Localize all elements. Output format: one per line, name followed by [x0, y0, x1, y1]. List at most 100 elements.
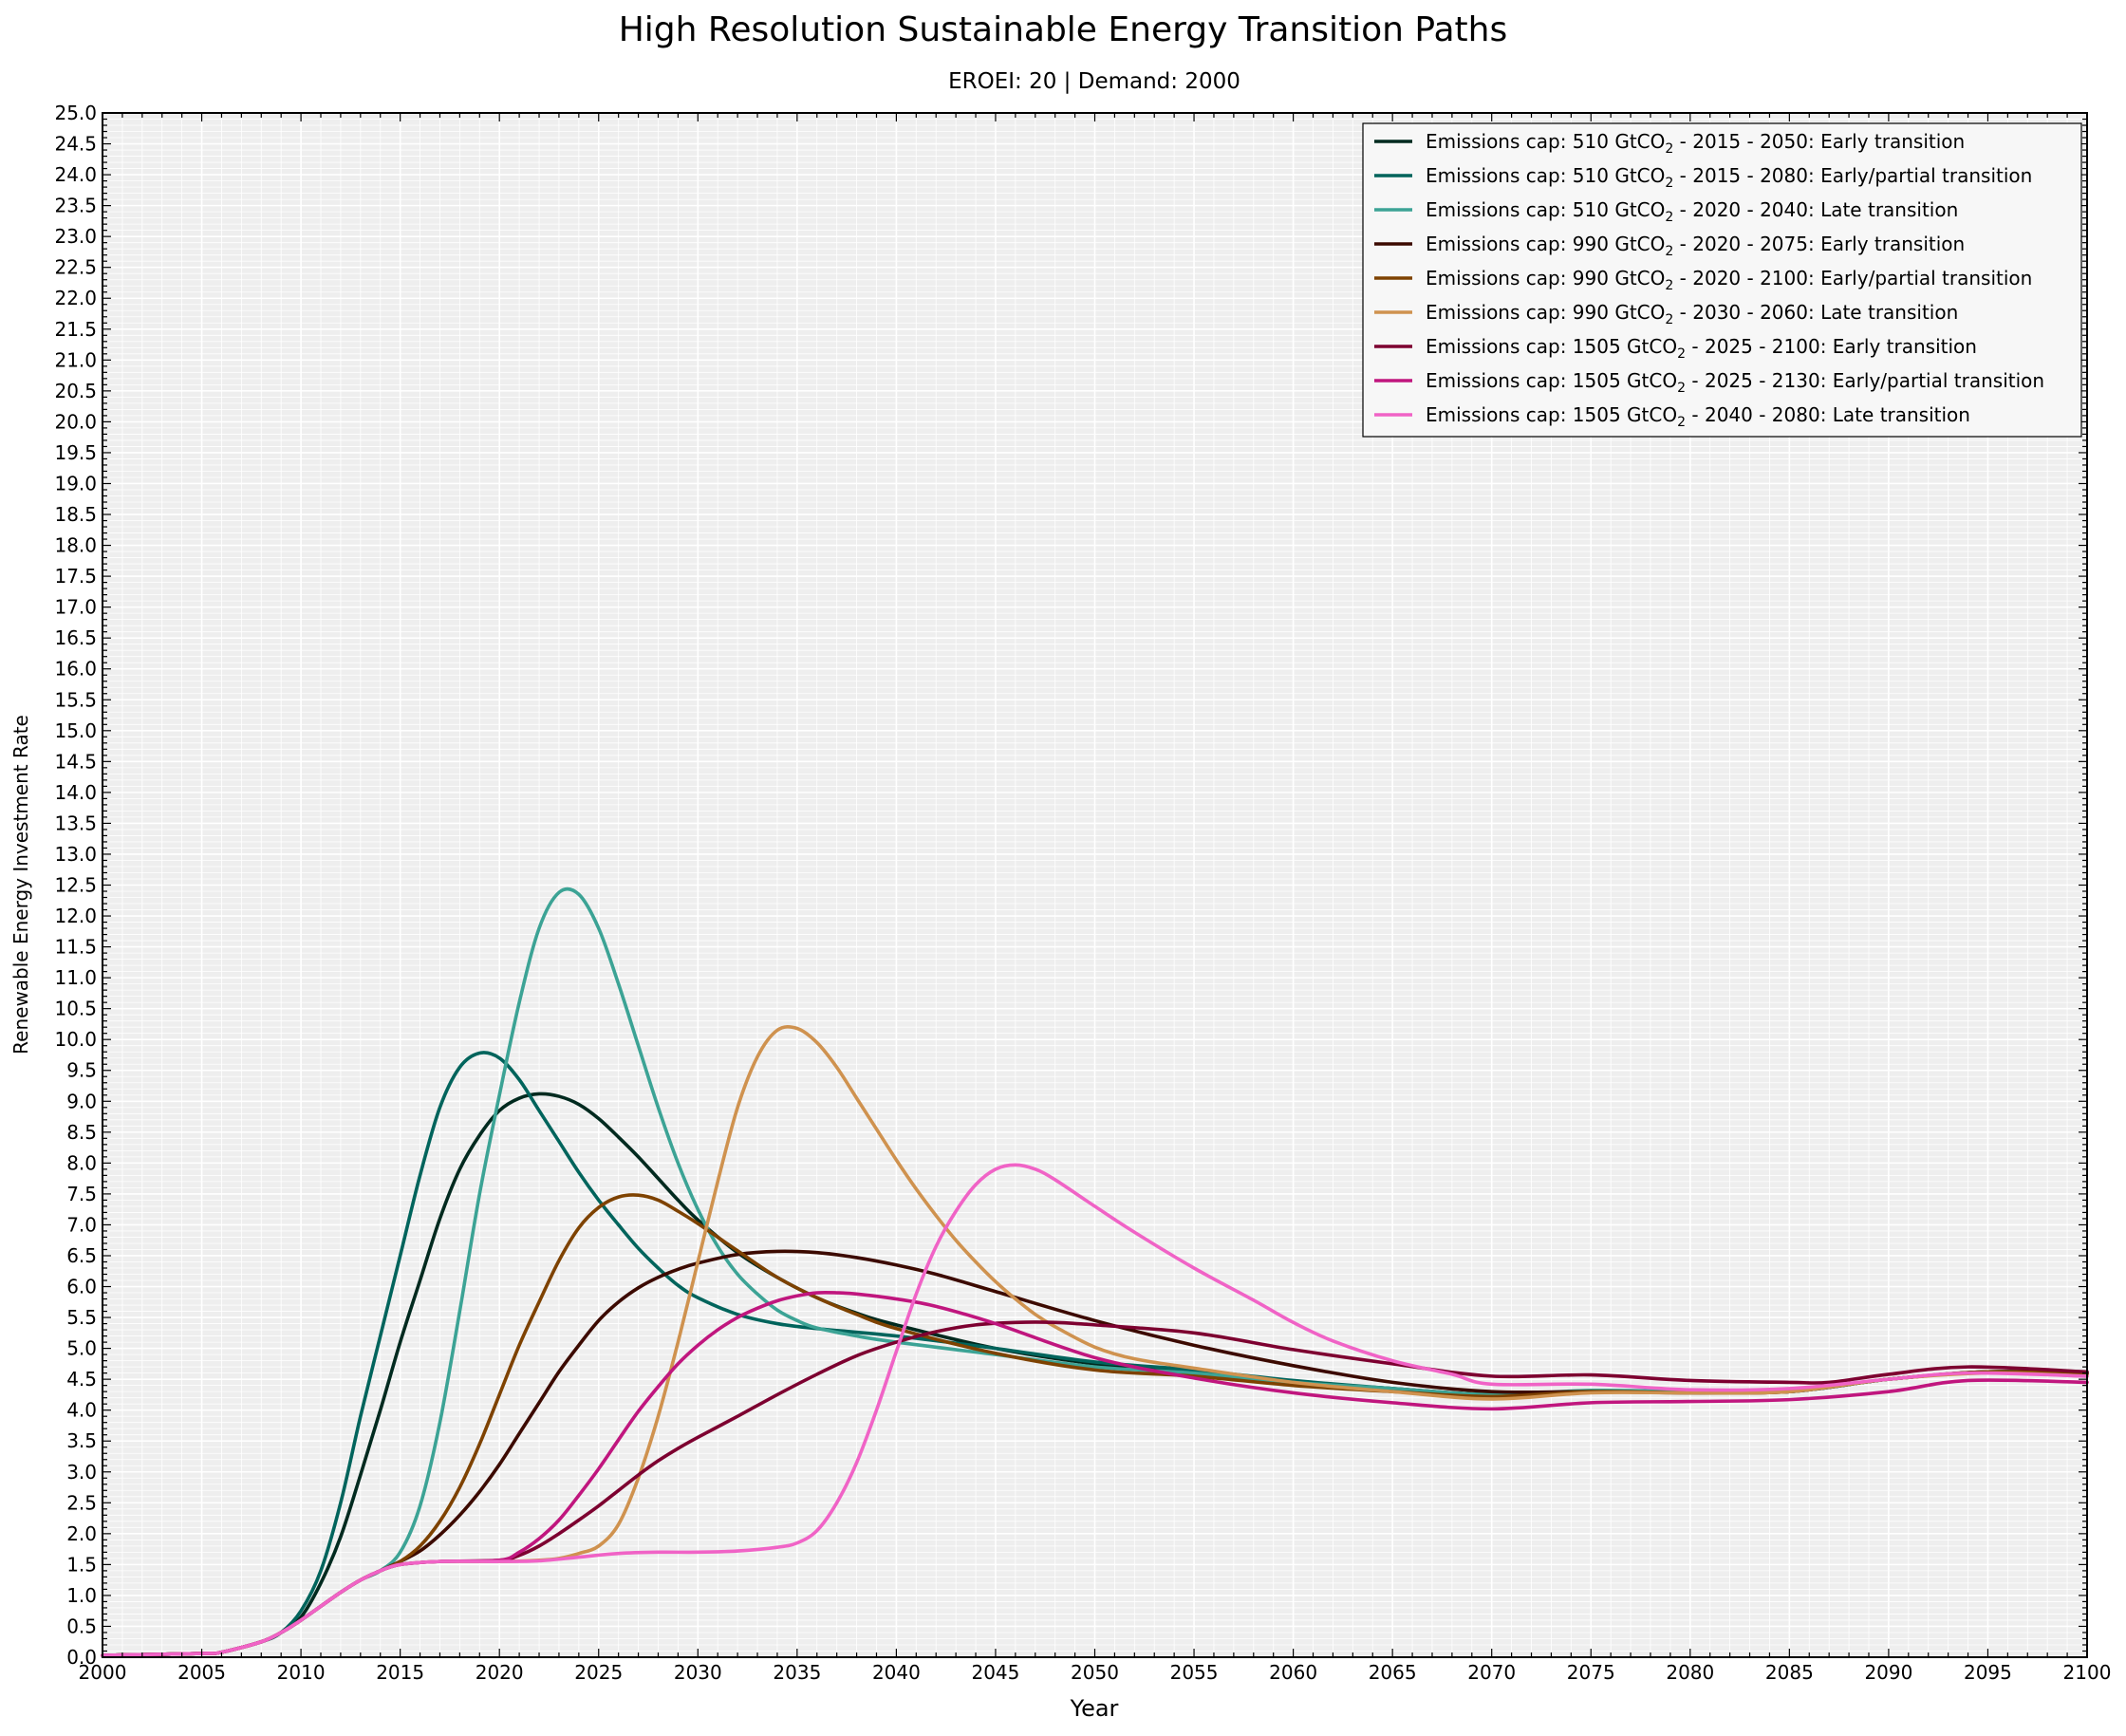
- y-tick-label: 22.5: [54, 256, 97, 279]
- y-tick-label: 11.0: [54, 966, 97, 989]
- y-tick-label: 5.5: [66, 1306, 97, 1329]
- legend-label: Emissions cap: 510 GtCO2 - 2015 - 2080: …: [1426, 164, 2032, 191]
- y-tick-label: 8.5: [66, 1121, 97, 1144]
- y-tick-label: 2.0: [66, 1522, 97, 1545]
- x-tick-label: 2000: [79, 1661, 127, 1684]
- legend-label: Emissions cap: 510 GtCO2 - 2015 - 2050: …: [1426, 130, 1965, 157]
- x-tick-label: 2095: [1964, 1661, 2012, 1684]
- series-line-9: [101, 1163, 2089, 1657]
- y-tick-label: 13.5: [54, 812, 97, 834]
- y-axis-label: Renewable Energy Investment Rate: [9, 715, 32, 1055]
- legend-item-8: Emissions cap: 1505 GtCO2 - 2025 - 2130:…: [1374, 369, 2044, 396]
- x-tick-label: 2070: [1467, 1661, 1516, 1684]
- chart-title: High Resolution Sustainable Energy Trans…: [619, 10, 1508, 49]
- legend-label: Emissions cap: 510 GtCO2 - 2020 - 2040: …: [1426, 198, 1958, 225]
- y-tick-label: 10.0: [54, 1028, 97, 1051]
- x-tick-label: 2055: [1170, 1661, 1219, 1684]
- y-tick-label: 16.5: [54, 626, 97, 649]
- y-tick-label: 2.5: [66, 1491, 97, 1514]
- y-tick-label: 25.0: [54, 102, 97, 124]
- x-tick-label: 2065: [1369, 1661, 1417, 1684]
- y-tick-label: 9.5: [66, 1059, 97, 1082]
- legend-label: Emissions cap: 990 GtCO2 - 2020 - 2075: …: [1426, 233, 1965, 259]
- legend-item-9: Emissions cap: 1505 GtCO2 - 2040 - 2080:…: [1374, 403, 1970, 430]
- y-tick-label: 7.5: [66, 1183, 97, 1205]
- x-tick-label: 2045: [971, 1661, 1019, 1684]
- y-tick-label: 11.5: [54, 936, 97, 959]
- y-tick-label: 16.0: [54, 658, 97, 681]
- x-tick-label: 2075: [1567, 1661, 1615, 1684]
- y-tick-label: 13.0: [54, 843, 97, 866]
- y-tick-label: 6.0: [66, 1276, 97, 1298]
- y-tick-label: 0.0: [66, 1646, 97, 1669]
- legend-label: Emissions cap: 990 GtCO2 - 2030 - 2060: …: [1426, 301, 1958, 327]
- chart-subtitle: EROEI: 20 | Demand: 2000: [948, 69, 1240, 94]
- y-tick-label: 12.0: [54, 905, 97, 927]
- legend-item-2: Emissions cap: 510 GtCO2 - 2015 - 2080: …: [1374, 164, 2032, 191]
- x-tick-label: 2090: [1864, 1661, 1912, 1684]
- y-tick-label: 22.0: [54, 287, 97, 309]
- x-tick-label: 2020: [476, 1661, 524, 1684]
- y-tick-label: 8.0: [66, 1151, 97, 1174]
- axis-ticks: 2000 2005 2010 2015 2020 2025 2030 2035 2040 2045…: [54, 102, 2111, 1684]
- legend-label: Emissions cap: 1505 GtCO2 - 2040 - 2080:…: [1426, 403, 1970, 430]
- y-tick-label: 17.5: [54, 565, 97, 588]
- y-tick-label: 5.0: [66, 1337, 97, 1360]
- x-tick-label: 2060: [1269, 1661, 1317, 1684]
- y-tick-label: 4.0: [66, 1399, 97, 1422]
- x-tick-label: 2025: [574, 1661, 623, 1684]
- y-tick-label: 0.5: [66, 1615, 97, 1637]
- legend-item-4: Emissions cap: 990 GtCO2 - 2020 - 2075: …: [1374, 233, 1965, 259]
- y-tick-label: 18.0: [54, 534, 97, 557]
- y-tick-label: 1.5: [66, 1553, 97, 1576]
- y-tick-label: 23.0: [54, 225, 97, 248]
- y-tick-label: 20.5: [54, 380, 97, 402]
- legend-box: [1362, 122, 2082, 438]
- x-tick-label: 2100: [2063, 1661, 2112, 1684]
- y-tick-label: 15.5: [54, 688, 97, 711]
- y-tick-label: 17.0: [54, 596, 97, 619]
- x-tick-label: 2030: [674, 1661, 722, 1684]
- y-tick-label: 14.5: [54, 750, 97, 773]
- legend-label: Emissions cap: 990 GtCO2 - 2020 - 2100: …: [1426, 267, 2032, 293]
- x-tick-label: 2050: [1071, 1661, 1119, 1684]
- y-tick-label: 15.0: [54, 719, 97, 742]
- y-tick-label: 3.0: [66, 1461, 97, 1484]
- y-tick-label: 21.0: [54, 348, 97, 371]
- legend-item-1: Emissions cap: 510 GtCO2 - 2015 - 2050: …: [1374, 130, 1965, 157]
- x-axis-label: Year: [1070, 1695, 1119, 1722]
- legend-label: Emissions cap: 1505 GtCO2 - 2025 - 2100:…: [1426, 335, 1977, 362]
- x-tick-label: 2015: [376, 1661, 424, 1684]
- series-lines: [101, 887, 2089, 1657]
- y-tick-label: 10.5: [54, 998, 97, 1020]
- y-tick-label: 9.0: [66, 1090, 97, 1112]
- x-tick-label: 2040: [872, 1661, 921, 1684]
- x-tick-label: 2035: [773, 1661, 821, 1684]
- legend-item-3: Emissions cap: 510 GtCO2 - 2020 - 2040: …: [1374, 198, 1958, 225]
- y-tick-label: 24.0: [54, 163, 97, 186]
- y-tick-label: 24.5: [54, 133, 97, 156]
- y-tick-label: 4.5: [66, 1368, 97, 1391]
- y-tick-label: 7.0: [66, 1213, 97, 1236]
- y-tick-label: 1.0: [66, 1584, 97, 1607]
- y-tick-label: 21.5: [54, 318, 97, 341]
- y-tick-label: 18.5: [54, 503, 97, 526]
- x-tick-label: 2080: [1666, 1661, 1714, 1684]
- x-tick-label: 2085: [1765, 1661, 1814, 1684]
- y-tick-label: 6.5: [66, 1244, 97, 1267]
- x-tick-label: 2005: [177, 1661, 226, 1684]
- y-tick-label: 12.5: [54, 874, 97, 897]
- y-tick-label: 19.0: [54, 472, 97, 495]
- x-tick-label: 2010: [277, 1661, 326, 1684]
- y-tick-label: 23.5: [54, 195, 97, 217]
- legend-label: Emissions cap: 1505 GtCO2 - 2025 - 2130:…: [1426, 369, 2044, 396]
- y-tick-label: 20.0: [54, 410, 97, 433]
- legend-item-6: Emissions cap: 990 GtCO2 - 2030 - 2060: …: [1374, 301, 1958, 327]
- y-tick-label: 19.5: [54, 441, 97, 464]
- legend: Emissions cap: 510 GtCO2 - 2015 - 2050: …: [1362, 122, 2082, 438]
- y-tick-label: 3.5: [66, 1429, 97, 1452]
- legend-item-7: Emissions cap: 1505 GtCO2 - 2025 - 2100:…: [1374, 335, 1977, 362]
- legend-item-5: Emissions cap: 990 GtCO2 - 2020 - 2100: …: [1374, 267, 2032, 293]
